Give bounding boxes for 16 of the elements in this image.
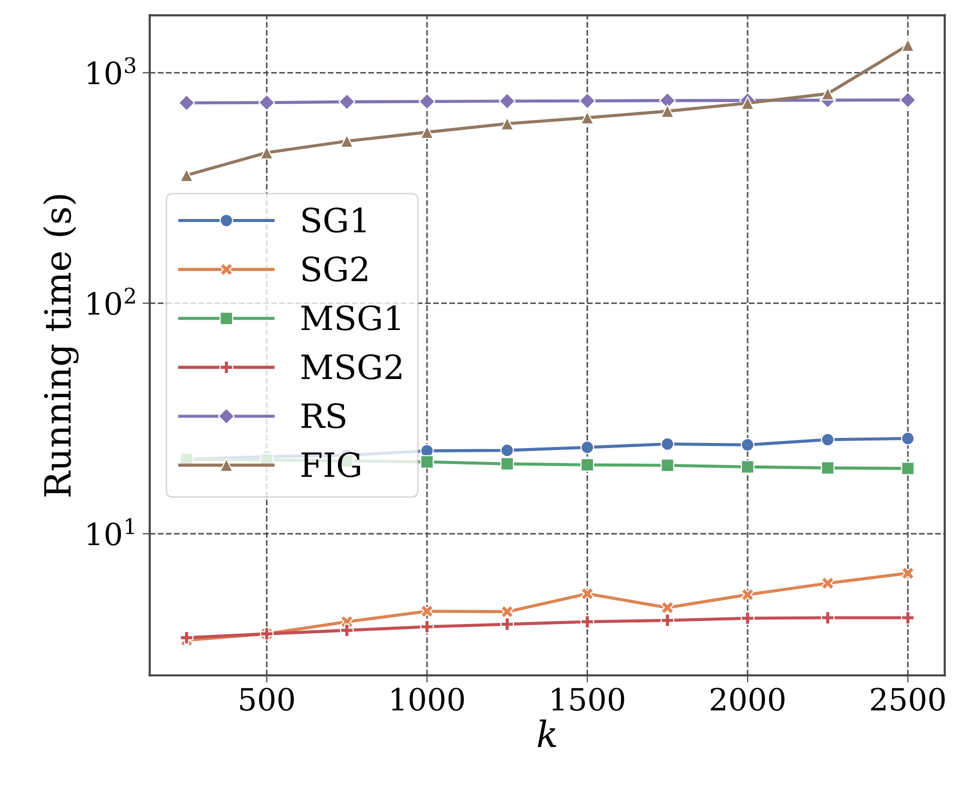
legend-label: FIG xyxy=(302,452,360,478)
x-axis-title: k xyxy=(538,720,556,747)
x-tick-label: 1500 xyxy=(552,688,624,711)
y-tick-label: 10$^{2}$ xyxy=(88,288,135,316)
legend-label: RS xyxy=(302,403,346,428)
legend-label: SG1 xyxy=(302,207,366,233)
y-axis-title: Running time (s) xyxy=(43,195,79,496)
x-tick-label: 1000 xyxy=(392,688,464,711)
y-tick-label: 10$^{1}$ xyxy=(88,518,134,546)
legend-label: MSG1 xyxy=(301,305,400,331)
legend-label: SG2 xyxy=(302,256,368,282)
x-tick-label: 2500 xyxy=(871,688,945,711)
x-tick-label: 500 xyxy=(240,688,294,711)
legend-label: MSG2 xyxy=(301,354,402,380)
x-tick-label: 2000 xyxy=(710,688,784,711)
y-tick-label: 10$^{3}$ xyxy=(88,57,136,85)
